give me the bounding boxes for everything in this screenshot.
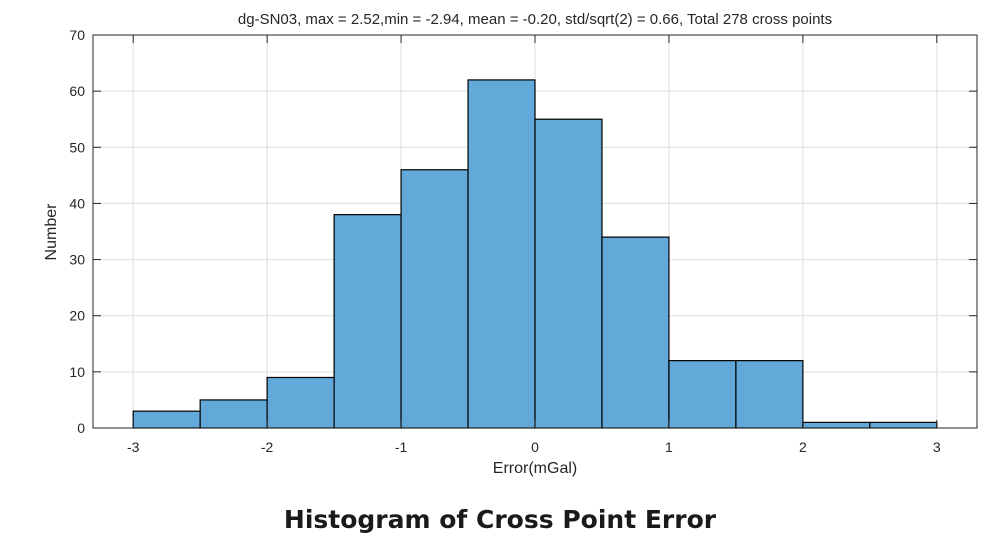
histogram-bar bbox=[668, 360, 737, 429]
histogram-bar bbox=[735, 360, 804, 429]
x-tick-label: 2 bbox=[799, 439, 807, 455]
histogram-bar bbox=[534, 118, 603, 429]
histogram-bar bbox=[802, 421, 871, 429]
histogram-bar bbox=[266, 376, 335, 429]
y-tick-label: 0 bbox=[77, 420, 85, 436]
x-tick-label: -1 bbox=[395, 439, 408, 455]
y-tick-label: 40 bbox=[69, 195, 85, 211]
x-tick-labels: -3 -2 -1 0 1 2 3 bbox=[127, 439, 941, 455]
x-tick-label: -3 bbox=[127, 439, 140, 455]
y-tick-label: 60 bbox=[69, 83, 85, 99]
y-tick-label: 70 bbox=[69, 27, 85, 43]
histogram-bar bbox=[333, 214, 402, 429]
y-tick-labels: 0 10 20 30 40 50 60 70 bbox=[69, 27, 85, 436]
histogram-bar bbox=[199, 399, 268, 429]
histogram-bars bbox=[132, 79, 938, 429]
histogram-bar bbox=[869, 421, 938, 429]
figure-caption: Histogram of Cross Point Error bbox=[283, 505, 717, 534]
histogram-bar bbox=[132, 410, 201, 429]
x-axis-label: Error(mGal) bbox=[493, 460, 577, 477]
y-tick-label: 10 bbox=[69, 364, 85, 380]
histogram-bar bbox=[467, 79, 536, 429]
y-axis-label: Number bbox=[43, 203, 60, 261]
x-tick-label: 0 bbox=[531, 439, 539, 455]
tick-marks bbox=[93, 34, 977, 429]
y-tick-label: 20 bbox=[69, 308, 85, 324]
histogram-bar bbox=[400, 169, 469, 429]
histogram-bar bbox=[601, 236, 670, 429]
x-tick-label: -2 bbox=[261, 439, 274, 455]
histogram-chart: -3 -2 -1 0 1 2 3 0 10 20 30 40 50 60 70 dg-SN03, max … bbox=[43, 11, 978, 477]
x-tick-label: 3 bbox=[933, 439, 941, 455]
y-tick-label: 30 bbox=[69, 252, 85, 268]
chart-title: dg-SN03, max = 2.52,min = -2.94, mean = … bbox=[238, 11, 832, 28]
x-tick-label: 1 bbox=[665, 439, 673, 455]
y-tick-label: 50 bbox=[69, 139, 85, 155]
